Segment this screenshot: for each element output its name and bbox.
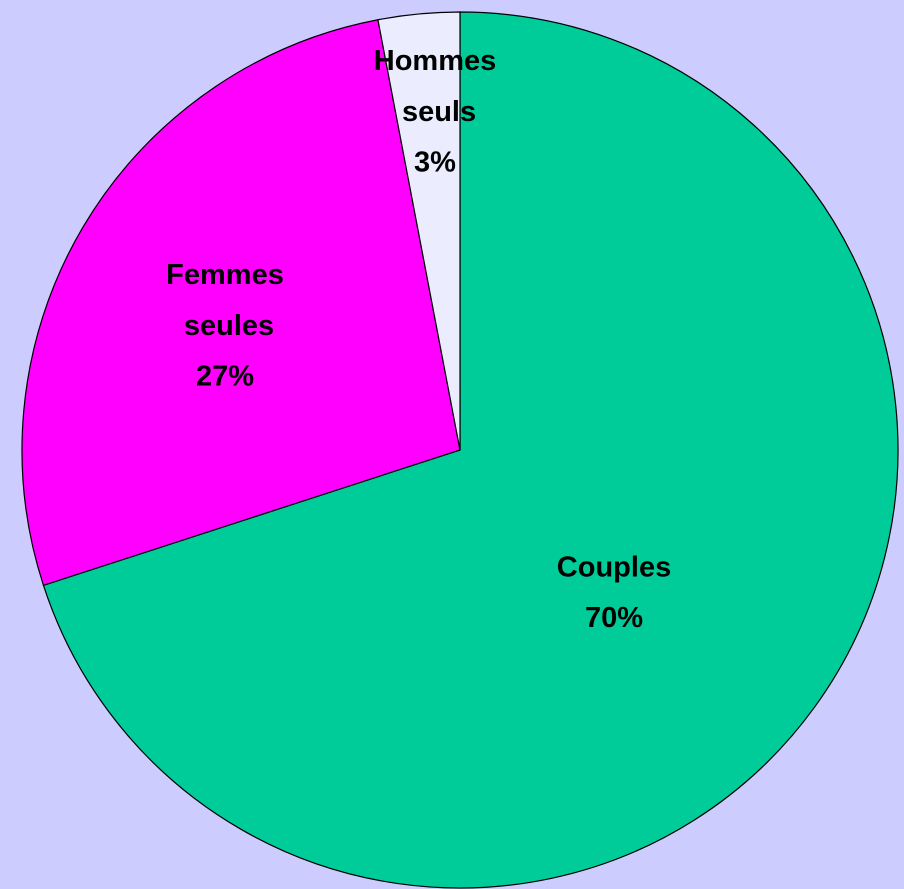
pie-slice: [21, 19, 461, 587]
category-label: Hommes seuls: [374, 45, 497, 128]
category-label-line: Hommes: [374, 45, 497, 77]
category-label-line: seuls: [394, 96, 476, 128]
category-label-line: Couples: [557, 551, 671, 583]
category-label-line: Femmes: [166, 259, 284, 291]
value-label: 3%: [414, 147, 456, 179]
value-label: 70%: [585, 602, 643, 634]
category-label: Femmes seules: [166, 259, 284, 342]
category-label: Couples: [557, 551, 671, 583]
pie-slice: [377, 11, 461, 451]
value-label: 27%: [196, 361, 254, 393]
pie-slice: [42, 11, 899, 889]
category-label-line: seules: [176, 310, 274, 342]
